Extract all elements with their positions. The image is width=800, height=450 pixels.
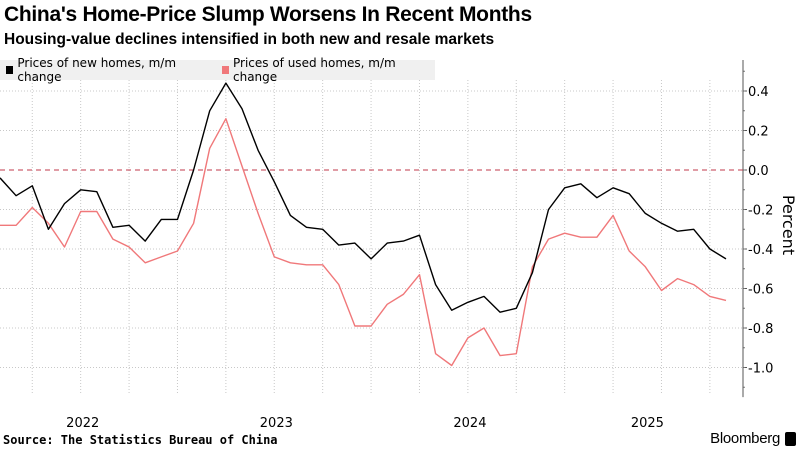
- x-tick-label: 2025: [631, 416, 664, 431]
- legend-label-used-homes: Prices of used homes, m/m change: [232, 56, 396, 84]
- y-axis-label: Percent: [779, 195, 798, 255]
- y-tick-label: 0.4: [748, 85, 769, 100]
- x-tick-label: 2022: [66, 416, 99, 431]
- bloomberg-terminal-icon: [785, 432, 796, 446]
- bloomberg-logo: Bloomberg: [710, 430, 780, 447]
- y-tick-label: -1.0: [748, 362, 773, 377]
- legend-label-new-homes: Prices of new homes, m/m change: [17, 56, 177, 84]
- series-line-new-homes: [0, 82, 727, 313]
- source-note: Source: The Statistics Bureau of China: [3, 433, 278, 447]
- y-tick-label: 0.0: [748, 164, 769, 179]
- y-tick-label: -0.2: [748, 204, 773, 219]
- legend-item-new-homes: Prices of new homes, m/m change: [6, 56, 208, 84]
- legend-item-used-homes: Prices of used homes, m/m change: [221, 56, 427, 84]
- series-line-used-homes: [0, 117, 727, 367]
- y-tick-label: 0.2: [748, 125, 769, 140]
- chart-title: China's Home-Price Slump Worsens In Rece…: [4, 3, 532, 26]
- legend-swatch-used-homes: [221, 66, 229, 74]
- y-tick-label: -0.8: [748, 322, 773, 337]
- x-tick-label: 2023: [260, 416, 293, 431]
- legend: Prices of new homes, m/m change Prices o…: [0, 56, 435, 84]
- legend-swatch-new-homes: [6, 66, 14, 74]
- chart-subtitle: Housing-value declines intensified in bo…: [4, 31, 495, 48]
- y-tick-label: -0.6: [748, 283, 773, 298]
- y-tick-label: -0.4: [748, 243, 773, 258]
- x-tick-label: 2024: [453, 416, 486, 431]
